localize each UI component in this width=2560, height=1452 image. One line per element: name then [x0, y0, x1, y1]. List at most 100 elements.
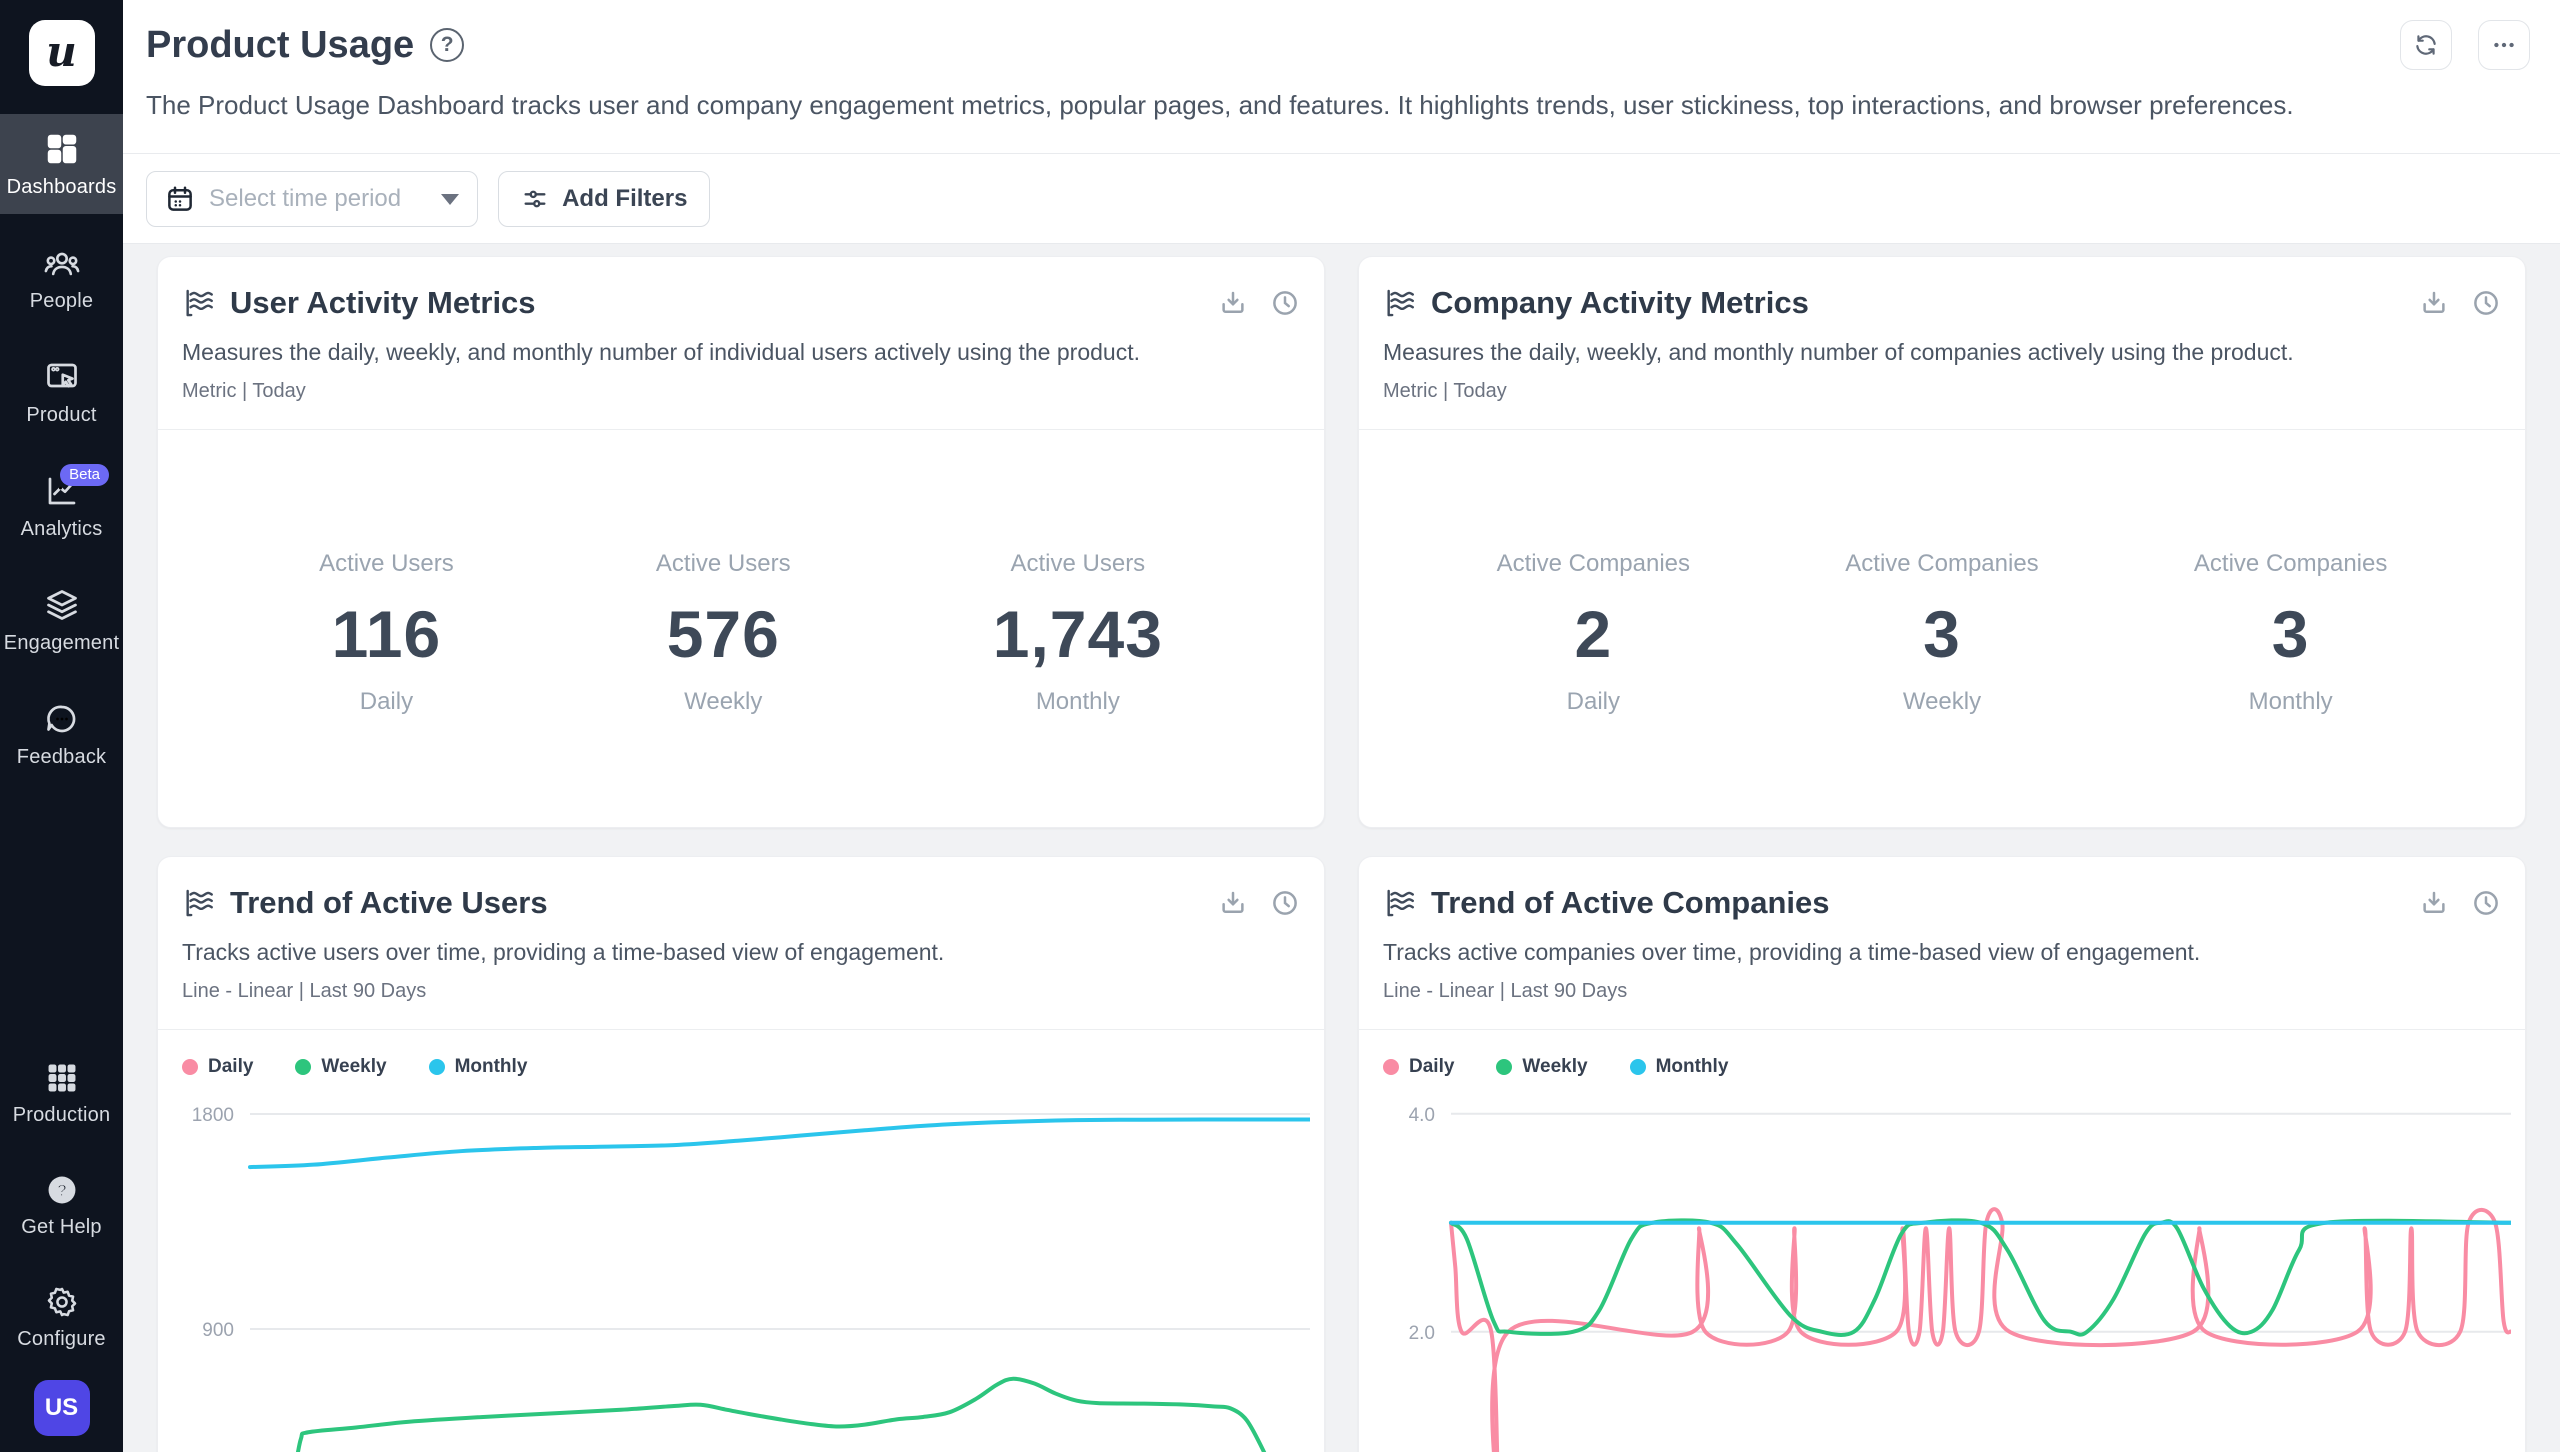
sidebar-item-analytics[interactable]: Beta Analytics: [0, 456, 123, 556]
svg-text:2.0: 2.0: [1409, 1323, 1435, 1344]
metric-label: Active Companies: [1845, 549, 2039, 577]
add-filters-label: Add Filters: [562, 185, 688, 212]
sidebar-item-get-help[interactable]: ? Get Help: [0, 1156, 123, 1254]
download-icon[interactable]: [2419, 888, 2449, 918]
filter-bar: Select time period Add Filters: [123, 154, 2560, 244]
card-description: Tracks active users over time, providing…: [182, 939, 945, 965]
card-description: Tracks active companies over time, provi…: [1383, 939, 2201, 965]
legend-item-daily[interactable]: Daily: [182, 1056, 253, 1078]
help-icon[interactable]: ?: [430, 28, 465, 62]
legend-item-daily[interactable]: Daily: [1383, 1056, 1454, 1078]
production-grid-icon: [48, 1064, 75, 1092]
question-circle-icon: ?: [48, 1176, 75, 1204]
svg-text:1800: 1800: [192, 1105, 234, 1126]
metric-value: 3: [2271, 596, 2310, 671]
legend-dot: [182, 1059, 198, 1075]
dashboards-icon: [47, 134, 76, 164]
chart-waves-icon: [1387, 289, 1414, 317]
clock-icon[interactable]: [1270, 888, 1300, 918]
metric-period: Weekly: [684, 687, 763, 715]
metric-period: Weekly: [1902, 687, 1982, 715]
card-description: Measures the daily, weekly, and monthly …: [1383, 339, 2294, 365]
product-icon: [46, 363, 77, 388]
legend-dot: [1383, 1059, 1399, 1075]
card-trend-active-companies: Trend of Active Companies Tracks active …: [1358, 856, 2526, 1452]
legend-item-monthly[interactable]: Monthly: [428, 1056, 528, 1078]
metric-weekly: Active Users 576 Weekly: [656, 550, 791, 716]
app-logo[interactable]: u: [28, 20, 95, 86]
metric-monthly: Active Companies 3 Monthly: [2194, 550, 2387, 716]
logo-letter: u: [46, 26, 77, 76]
clock-icon[interactable]: [1270, 288, 1300, 318]
chart-legend: Daily Weekly Monthly: [158, 1030, 1324, 1086]
sidebar-item-people[interactable]: People: [0, 228, 123, 328]
sidebar-item-label: Configure: [17, 1328, 106, 1350]
card-meta: Metric | Today: [1383, 380, 1507, 402]
metric-period: Monthly: [1035, 687, 1120, 715]
legend-label: Daily: [208, 1056, 254, 1077]
metrics-row: Active Companies 2 Daily Active Companie…: [1359, 430, 2525, 827]
metric-value: 116: [331, 596, 442, 671]
download-icon[interactable]: [1218, 288, 1248, 318]
metric-label: Active Users: [1010, 549, 1146, 577]
refresh-button[interactable]: [2400, 20, 2452, 70]
legend-dot: [1496, 1059, 1513, 1075]
clock-icon[interactable]: [2471, 888, 2501, 918]
metric-daily: Active Companies 2 Daily: [1497, 550, 1690, 716]
clock-icon[interactable]: [2471, 288, 2501, 318]
sidebar-item-feedback[interactable]: Feedback: [0, 684, 123, 784]
chart-waves-icon: [1387, 889, 1414, 917]
sidebar-item-label: Get Help: [21, 1216, 102, 1238]
svg-text:4.0: 4.0: [1409, 1105, 1435, 1126]
beta-badge: Beta: [60, 464, 109, 486]
refresh-icon: [2416, 35, 2436, 55]
analytics-icon: [48, 477, 75, 505]
calendar-icon: [168, 186, 192, 211]
download-icon[interactable]: [2419, 288, 2449, 318]
legend-dot: [1629, 1059, 1646, 1075]
card-meta: Line - Linear | Last 90 Days: [1383, 980, 1628, 1002]
sidebar-item-label: Production: [12, 1104, 111, 1126]
filter-sliders-icon: [524, 190, 546, 208]
sidebar-item-label: Product: [26, 404, 97, 426]
sidebar-item-dashboards[interactable]: Dashboards: [0, 114, 123, 214]
add-filters-button[interactable]: Add Filters: [498, 171, 711, 227]
sidebar-item-engagement[interactable]: Engagement: [0, 570, 123, 670]
metric-value: 1,743: [992, 596, 1163, 671]
more-options-button[interactable]: [2478, 20, 2530, 70]
metric-value: 3: [1923, 596, 1961, 671]
people-icon: [44, 252, 79, 276]
sidebar-item-label: People: [29, 290, 94, 312]
legend-label: Weekly: [1522, 1056, 1588, 1077]
legend-label: Daily: [1409, 1056, 1455, 1077]
gear-icon: [47, 1287, 76, 1317]
download-icon[interactable]: [1218, 888, 1248, 918]
card-title: User Activity Metrics: [230, 285, 536, 320]
legend-label: Monthly: [454, 1056, 528, 1077]
metric-period: Monthly: [2248, 687, 2333, 715]
legend-dot: [295, 1059, 312, 1075]
card-meta: Line - Linear | Last 90 Days: [182, 980, 427, 1002]
metric-value: 576: [666, 596, 780, 671]
sidebar-item-production[interactable]: Production: [0, 1044, 123, 1142]
svg-text:?: ?: [56, 1181, 66, 1200]
sidebar-item-label: Dashboards: [6, 176, 117, 198]
time-period-placeholder: Select time period: [209, 185, 402, 212]
metric-daily: Active Users 116 Daily: [319, 550, 454, 716]
page-header: Product Usage ? The Product Usage Dashbo…: [123, 0, 2560, 154]
svg-text:900: 900: [202, 1320, 234, 1341]
dashboard-content: User Activity Metrics Measures the daily…: [123, 244, 2560, 1452]
sidebar-item-label: Engagement: [3, 632, 120, 654]
main-area: Product Usage ? The Product Usage Dashbo…: [123, 0, 2560, 1452]
sidebar-item-label: Analytics: [20, 518, 103, 540]
legend-item-weekly[interactable]: Weekly: [295, 1056, 387, 1078]
legend-item-monthly[interactable]: Monthly: [1629, 1056, 1728, 1078]
legend-item-weekly[interactable]: Weekly: [1496, 1056, 1588, 1078]
sidebar-item-product[interactable]: Product: [0, 342, 123, 442]
card-title: Company Activity Metrics: [1431, 285, 1809, 320]
chart-waves-icon: [186, 289, 213, 317]
time-period-select[interactable]: Select time period: [146, 171, 479, 227]
page-title: Product Usage: [146, 23, 415, 66]
sidebar-item-configure[interactable]: Configure: [0, 1268, 123, 1366]
user-avatar[interactable]: US: [33, 1380, 90, 1436]
